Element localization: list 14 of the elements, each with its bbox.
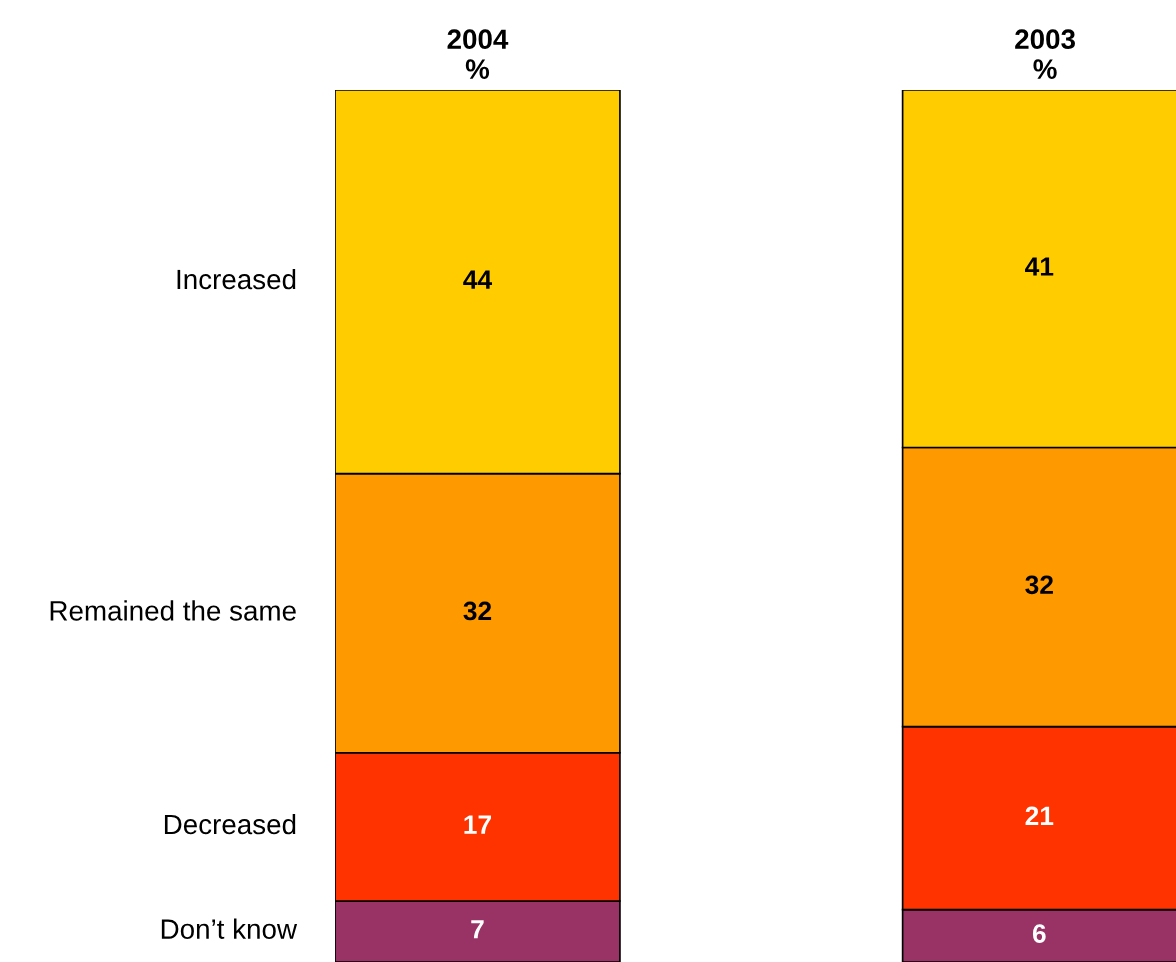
series-label: Don’t know [161,918,298,939]
data-label: 44 [463,270,493,289]
data-label: 7 [471,920,484,939]
x-tick-label: 2004 % [447,29,509,79]
series-label: Decreased [164,813,296,835]
series-label: Remained the same [50,600,296,621]
series-label: Increased [177,268,296,290]
data-label: 32 [1025,575,1053,595]
x-tick-label: 2003 % [1015,29,1075,79]
data-label: 21 [1025,806,1054,825]
data-label: 41 [1025,257,1054,276]
data-label: 17 [464,815,491,834]
data-label: 32 [463,601,492,621]
data-label: 6 [1032,924,1046,943]
